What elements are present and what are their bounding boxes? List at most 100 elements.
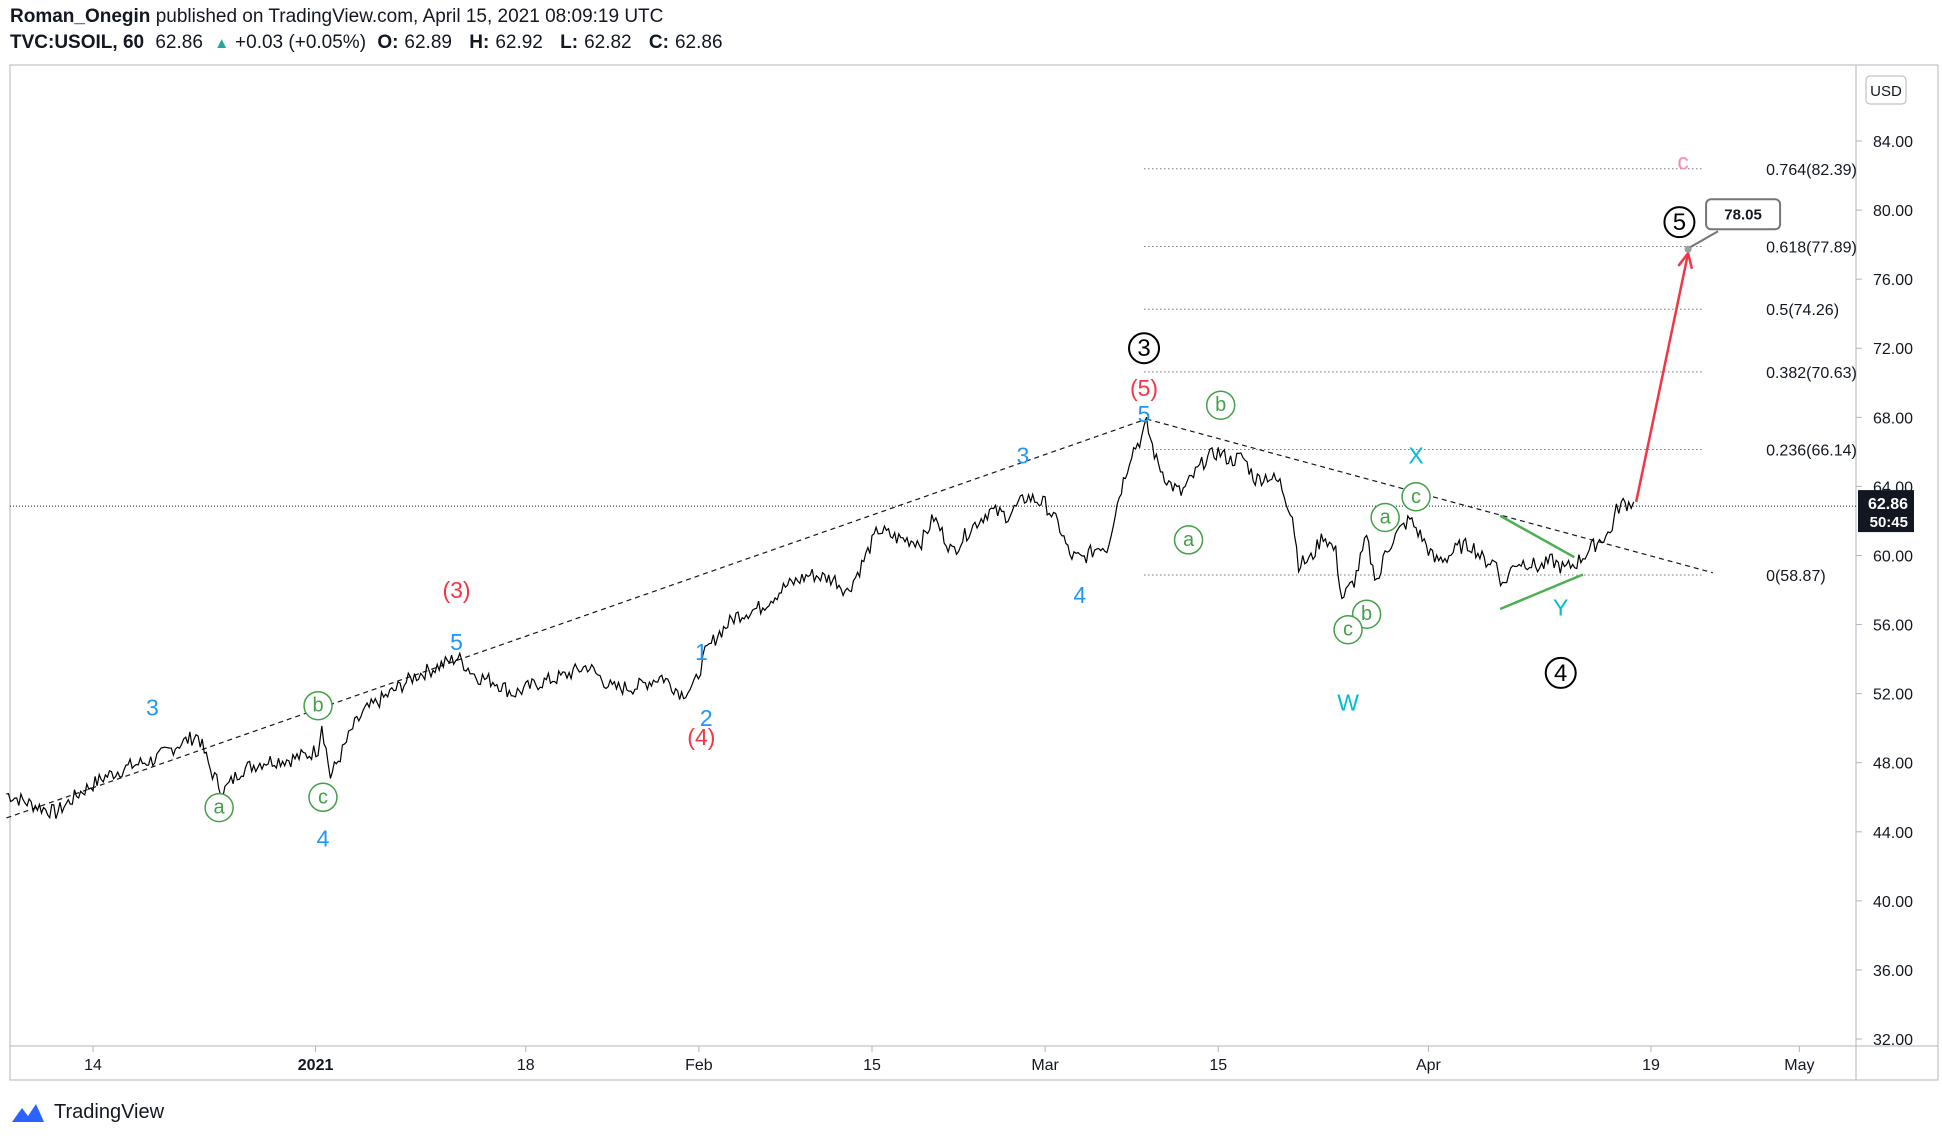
- x-tick-label: Apr: [1416, 1057, 1442, 1074]
- wave-label-circle: [308, 782, 338, 813]
- y-tick-label: 40.00: [1873, 894, 1913, 911]
- projection-arrow-line: [1634, 252, 1690, 503]
- fib-level-label: 0.764(82.39): [1766, 162, 1857, 179]
- x-tick-label: May: [1784, 1057, 1814, 1074]
- wave-label-circle: [1205, 390, 1236, 420]
- close-label: C:: [648, 32, 669, 53]
- currency-box[interactable]: [1865, 75, 1907, 105]
- wave-label: c: [318, 786, 328, 808]
- high-label: H:: [469, 32, 490, 53]
- wave-label: 5: [450, 629, 463, 655]
- ohlc-legend: TVC:USOIL, 60 62.86 ▲ +0.03 (+0.05%) O: 62…: [10, 32, 735, 54]
- wave-label: 3: [146, 694, 159, 720]
- wave-label: 5: [1138, 401, 1151, 427]
- wave-label-circle: [1173, 525, 1204, 555]
- y-tick-label: 36.00: [1873, 963, 1913, 980]
- y-tick-label: 68.00: [1873, 410, 1913, 427]
- open-label: O:: [377, 32, 399, 53]
- footer: TradingView: [10, 1101, 164, 1124]
- y-tick-label: 84.00: [1873, 134, 1913, 151]
- wave-label-circle: [1128, 332, 1161, 365]
- wave-label: Y: [1553, 594, 1568, 620]
- publisher-line: Roman_Onegin published on TradingView.co…: [10, 6, 663, 28]
- target-callout-pointer: [1689, 230, 1719, 249]
- y-tick-label: 60.00: [1873, 548, 1913, 565]
- wave-label: 3: [1016, 442, 1029, 468]
- fib-level-label: 0(58.87): [1766, 568, 1826, 585]
- falling-trendline: [1146, 418, 1713, 574]
- x-tick-label: Mar: [1031, 1057, 1059, 1074]
- fib-level-label: 0.382(70.63): [1766, 365, 1857, 382]
- price-chart[interactable]: 84.0080.0076.0072.0068.0064.0060.0056.00…: [0, 60, 1942, 1090]
- tradingview-logo-icon[interactable]: [10, 1102, 46, 1124]
- last-price: 62.86: [155, 32, 203, 53]
- wave-label: 4: [1554, 660, 1567, 687]
- low-label: L:: [560, 32, 579, 53]
- high-value: 62.92: [495, 32, 543, 53]
- wave-label: (5): [1130, 375, 1158, 401]
- wave-label: b: [1361, 603, 1372, 625]
- x-tick-label: 2021: [298, 1057, 334, 1074]
- target-callout-box[interactable]: [1705, 198, 1782, 231]
- last-price-badge-value: 62.86: [1868, 496, 1908, 513]
- wave-label: (4): [687, 724, 715, 750]
- triangle-lower-line: [1499, 573, 1584, 611]
- wave-label-circle: [303, 690, 333, 721]
- wave-label: W: [1337, 689, 1359, 715]
- wave-label-circle: [1544, 656, 1577, 689]
- x-tick-label: 19: [1642, 1057, 1660, 1074]
- price-series-line: [6, 417, 1635, 820]
- x-tick-label: 18: [517, 1057, 535, 1074]
- x-tick-label: 14: [84, 1057, 102, 1074]
- close-value: 62.86: [674, 32, 723, 53]
- y-tick-label: 32.00: [1873, 1032, 1913, 1049]
- wave-label: a: [1183, 529, 1195, 551]
- y-tick-label: 76.00: [1873, 272, 1913, 289]
- wave-label: b: [1215, 394, 1226, 416]
- wave-label: c: [1677, 149, 1689, 175]
- author-name[interactable]: Roman_Onegin: [10, 6, 151, 27]
- rising-trendline: [6, 418, 1147, 819]
- target-callout-label: 78.05: [1724, 206, 1762, 223]
- y-tick-label: 48.00: [1873, 756, 1913, 773]
- wave-label: 4: [317, 826, 330, 852]
- wave-label: X: [1408, 442, 1423, 468]
- brand-name[interactable]: TradingView: [54, 1101, 165, 1123]
- y-tick-label: 72.00: [1873, 341, 1913, 358]
- wave-label-circle: [1370, 502, 1400, 533]
- y-tick-label: 44.00: [1873, 825, 1913, 842]
- wave-label-circle: [204, 792, 234, 823]
- fib-level-label: 0.5(74.26): [1766, 302, 1839, 319]
- wave-label: a: [1380, 506, 1392, 528]
- fib-level-label: 0.618(77.89): [1766, 240, 1857, 257]
- wave-label: 2: [700, 705, 713, 731]
- wave-label: a: [214, 797, 226, 819]
- wave-label: (3): [442, 577, 470, 603]
- wave-label: 3: [1137, 335, 1150, 362]
- x-tick-label: 15: [863, 1057, 881, 1074]
- triangle-upper-line: [1499, 514, 1575, 559]
- low-value: 62.82: [584, 32, 632, 53]
- chart-frame: [9, 64, 1939, 1081]
- price-change: +0.03 (+0.05%): [235, 32, 367, 53]
- x-tick-label: Feb: [685, 1057, 713, 1074]
- x-tick-label: 15: [1209, 1057, 1227, 1074]
- wave-label: b: [312, 695, 323, 717]
- publish-info: published on TradingView.com, April 15, …: [155, 6, 664, 27]
- projection-arrowhead: [1677, 250, 1694, 270]
- y-tick-label: 56.00: [1873, 618, 1913, 635]
- bar-countdown: 50:45: [1870, 514, 1908, 531]
- last-price-badge: [1858, 490, 1914, 533]
- target-anchor-dot: [1684, 245, 1692, 253]
- wave-label-circle: [1663, 206, 1696, 239]
- wave-label: 5: [1673, 209, 1686, 236]
- up-triangle-icon: ▲: [214, 35, 230, 52]
- fib-level-label: 0.236(66.14): [1766, 442, 1857, 459]
- symbol-label[interactable]: TVC:USOIL, 60: [10, 32, 145, 53]
- wave-label: 4: [1073, 582, 1086, 608]
- wave-label: c: [1343, 619, 1353, 641]
- y-tick-label: 80.00: [1873, 203, 1913, 220]
- wave-label: 1: [695, 639, 708, 665]
- currency-label: USD: [1870, 83, 1902, 100]
- y-tick-label: 52.00: [1873, 687, 1913, 704]
